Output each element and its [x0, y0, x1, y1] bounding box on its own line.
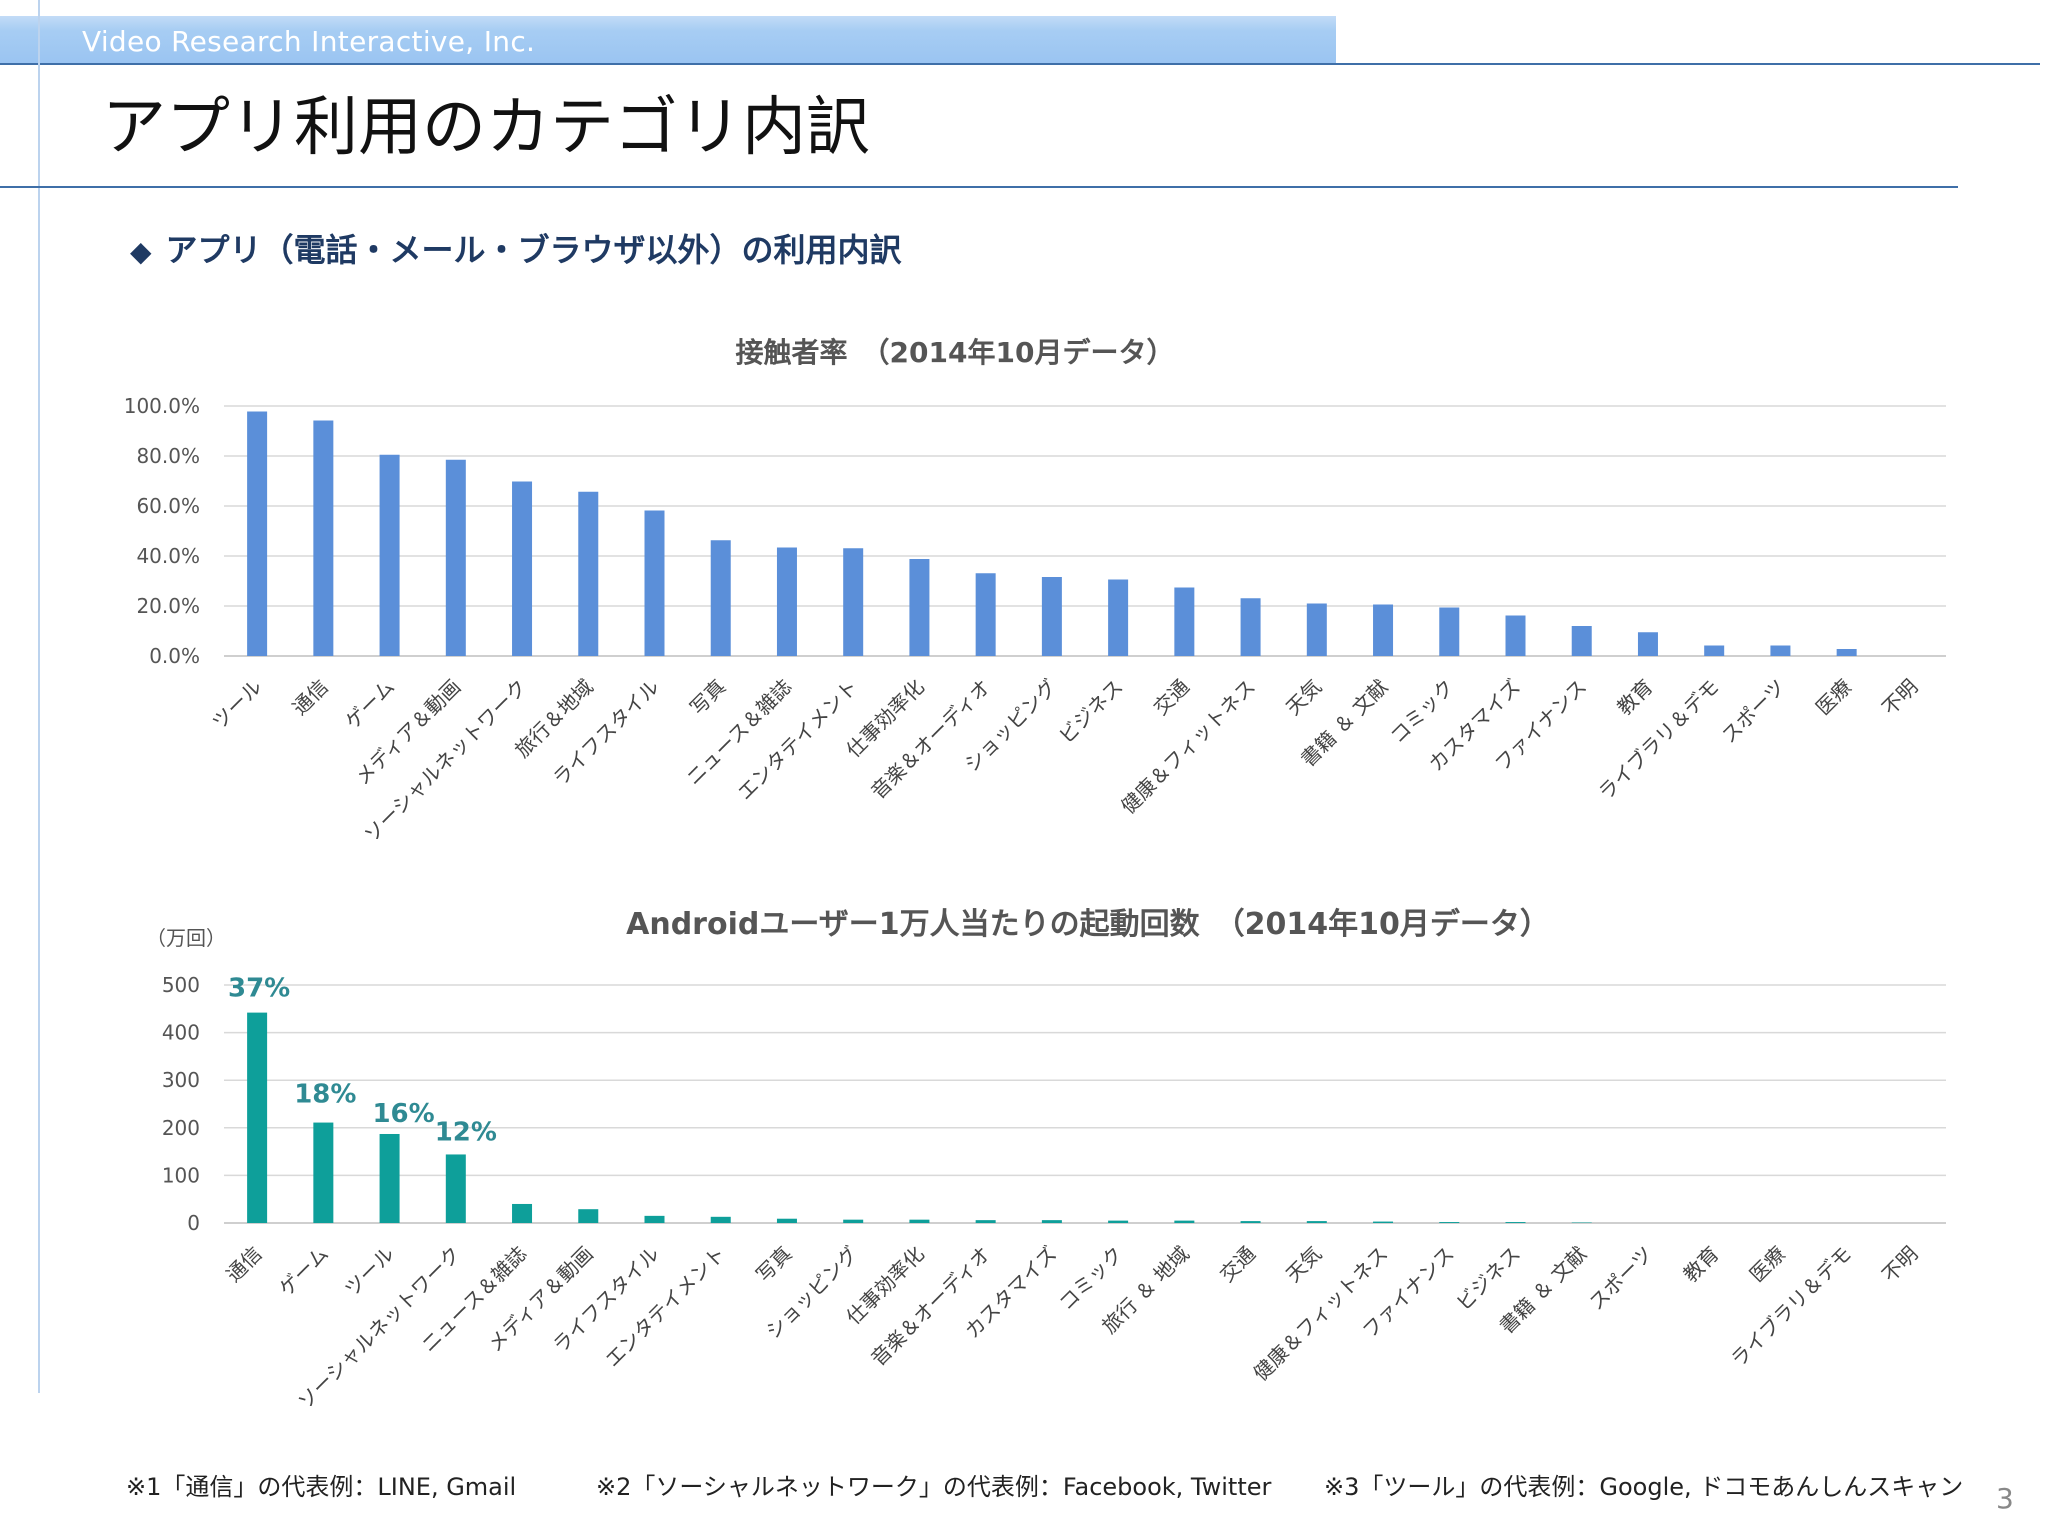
y-axis-unit-label: （万回） [146, 926, 226, 950]
bar [1306, 1221, 1327, 1223]
bar [578, 491, 599, 656]
x-category-label: スポーツ [1584, 1242, 1657, 1315]
bar [1505, 615, 1526, 656]
bar [1041, 577, 1062, 656]
bar [710, 1216, 731, 1223]
x-category-label: 通信 [221, 1242, 266, 1287]
y-tick-label: 100.0% [124, 394, 200, 418]
bar [1108, 579, 1129, 656]
title-divider [0, 186, 1958, 188]
bar [644, 510, 665, 656]
bar [1373, 604, 1394, 656]
y-tick-label: 400 [162, 1021, 200, 1045]
bar [776, 1218, 797, 1223]
y-tick-label: 500 [162, 973, 200, 997]
bar [710, 540, 731, 656]
bar [578, 1209, 599, 1223]
bar [1704, 645, 1725, 656]
y-tick-label: 200 [162, 1116, 200, 1140]
x-category-label: 天気 [1281, 1242, 1326, 1287]
bar [379, 454, 400, 656]
header-divider [0, 63, 2040, 65]
bar [1637, 632, 1658, 656]
x-category-label: 教育 [1678, 1242, 1723, 1287]
bar [247, 411, 268, 656]
y-tick-label: 300 [162, 1068, 200, 1092]
bar [843, 548, 864, 656]
bar [843, 1219, 864, 1223]
footnote-1: ※1「通信」の代表例：LINE, Gmail [126, 1473, 517, 1501]
bar [445, 1154, 466, 1223]
footnote-2: ※2「ソーシャルネットワーク」の代表例：Facebook, Twitter [596, 1473, 1272, 1501]
share-percent-label: 18% [294, 1080, 356, 1110]
x-category-label: 音楽＆オーディオ [866, 1242, 995, 1371]
y-tick-label: 20.0% [136, 594, 200, 618]
x-category-label: ライブラリ＆デモ [1726, 1242, 1856, 1372]
x-category-label: ゲーム [274, 1242, 333, 1301]
bar [1439, 1222, 1460, 1223]
x-category-label: エンタテイメント [600, 1242, 730, 1372]
bar [975, 1220, 996, 1223]
bar [909, 559, 930, 656]
x-category-label: 写真 [751, 1242, 796, 1287]
bar [1240, 1221, 1261, 1223]
header-band [0, 16, 1336, 64]
bar [1439, 607, 1460, 656]
y-tick-label: 100 [162, 1163, 200, 1187]
bar [776, 547, 797, 656]
bar [1836, 649, 1857, 656]
bar [313, 420, 334, 656]
bar [1240, 598, 1261, 656]
x-category-label: 不明 [1877, 1242, 1922, 1287]
page-number: 3 [1996, 1482, 2014, 1515]
footnote-3: ※3「ツール」の代表例：Google, ドコモあんしんスキャン [1324, 1473, 1964, 1501]
bar [313, 1122, 334, 1223]
bar [512, 481, 533, 656]
share-percent-label: 12% [435, 1117, 497, 1147]
y-tick-label: 60.0% [136, 494, 200, 518]
bar [644, 1215, 665, 1223]
bar [1770, 645, 1791, 656]
bar [1505, 1222, 1526, 1223]
diamond-bullet-icon: ◆ [130, 235, 152, 268]
bar [909, 1219, 930, 1223]
bar [975, 573, 996, 656]
x-category-label: ツール [340, 1242, 399, 1301]
page-title: アプリ利用のカテゴリ内訳 [102, 91, 870, 165]
bar [1571, 626, 1592, 656]
y-tick-label: 0.0% [149, 644, 200, 668]
chart-title: Androidユーザー1万人当たりの起動回数 （2014年10月データ） [626, 907, 1550, 942]
bar [247, 1012, 268, 1223]
y-tick-label: 0 [187, 1211, 200, 1235]
bar [1174, 1220, 1195, 1223]
launch-count-chart: Androidユーザー1万人当たりの起動回数 （2014年10月データ） （万回）… [146, 907, 1946, 1414]
x-category-label: 医療 [1745, 1242, 1790, 1287]
bar [512, 1203, 533, 1223]
y-tick-label: 40.0% [136, 544, 200, 568]
share-percent-label: 16% [372, 1099, 434, 1129]
reach-rate-chart: 接触者率 （2014年10月データ） 0.0% 20.0% 40.0% 60.0% 80.… [124, 336, 1946, 847]
bar [1174, 587, 1195, 656]
company-name: Video Research Interactive, Inc. [82, 25, 536, 58]
bar [1108, 1220, 1129, 1223]
y-tick-label: 80.0% [136, 444, 200, 468]
bar [379, 1133, 400, 1223]
bar [1041, 1220, 1062, 1223]
bar [445, 459, 466, 656]
subtitle-text: アプリ（電話・メール・ブラウザ以外）の利用内訳 [165, 231, 902, 269]
bar [1373, 1221, 1394, 1223]
share-percent-label: 37% [228, 974, 290, 1004]
bar [1306, 603, 1327, 656]
chart-title: 接触者率 （2014年10月データ） [736, 336, 1175, 369]
left-margin-line [38, 0, 40, 1393]
section-subtitle: ◆ アプリ（電話・メール・ブラウザ以外）の利用内訳 [130, 228, 902, 274]
x-category-label: 交通 [1215, 1242, 1260, 1287]
